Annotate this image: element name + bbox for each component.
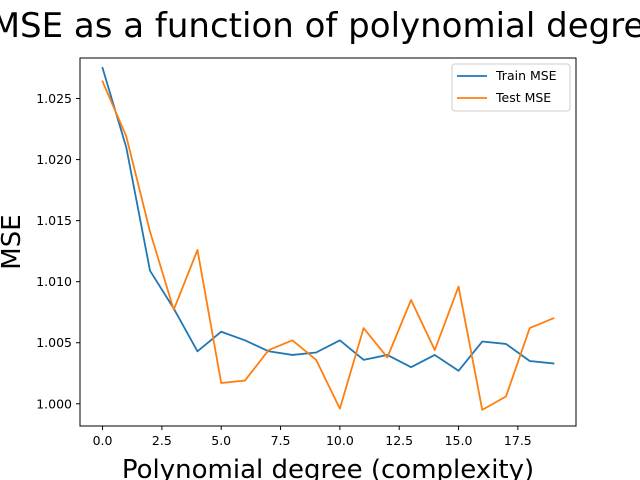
x-tick-label: 15.0 xyxy=(445,433,473,448)
legend: Train MSE Test MSE xyxy=(451,63,571,112)
x-tick-label: 0.0 xyxy=(93,433,113,448)
y-tick-label: 1.000 xyxy=(36,396,72,411)
y-tick-label: 1.015 xyxy=(36,213,72,228)
series-line-train xyxy=(101,66,555,372)
x-ticks: 0.0 2.5 5.0 7.5 10.0 12.5 15.0 17.5 xyxy=(93,426,532,448)
y-tick-label: 1.025 xyxy=(36,91,72,106)
x-tick-label: 7.5 xyxy=(271,433,291,448)
y-tick-label: 1.010 xyxy=(36,274,72,289)
chart-title: MSE as a function of polynomial degree xyxy=(0,6,640,46)
legend-label-test: Test MSE xyxy=(495,90,551,105)
legend-label-train: Train MSE xyxy=(495,68,557,83)
x-axis-label: Polynomial degree (complexity) xyxy=(122,455,534,480)
x-tick-label: 5.0 xyxy=(211,433,231,448)
series-layer xyxy=(101,66,555,411)
x-tick-label: 12.5 xyxy=(385,433,413,448)
x-tick-label: 10.0 xyxy=(326,433,354,448)
y-tick-label: 1.005 xyxy=(36,335,72,350)
y-axis-label: MSE xyxy=(0,214,27,269)
x-tick-label: 17.5 xyxy=(504,433,532,448)
y-ticks: 1.000 1.005 1.010 1.015 1.020 1.025 xyxy=(36,91,80,411)
y-tick-label: 1.020 xyxy=(36,152,72,167)
x-tick-label: 2.5 xyxy=(152,433,172,448)
series-line-test xyxy=(101,80,555,411)
plot-frame xyxy=(79,57,577,427)
